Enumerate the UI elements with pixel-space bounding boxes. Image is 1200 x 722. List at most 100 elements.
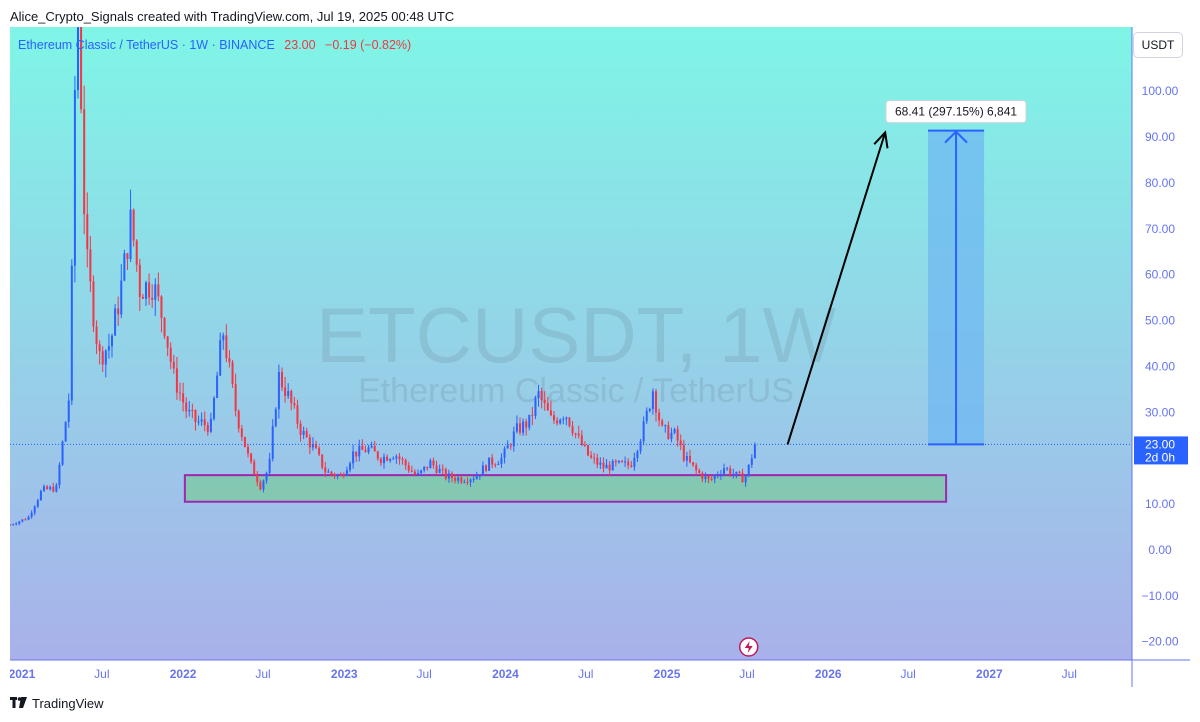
candle bbox=[10, 523, 12, 526]
candle bbox=[200, 412, 203, 426]
candle bbox=[645, 407, 648, 425]
candle bbox=[327, 468, 330, 473]
candle bbox=[308, 434, 311, 455]
candle bbox=[175, 356, 178, 400]
candle bbox=[27, 515, 30, 521]
candle bbox=[30, 510, 33, 519]
candle-body bbox=[543, 399, 546, 403]
candle bbox=[525, 418, 528, 436]
candle bbox=[274, 407, 277, 428]
candle-body bbox=[175, 368, 178, 393]
candle bbox=[695, 462, 698, 476]
candle bbox=[667, 421, 670, 440]
trend-arrow-line[interactable] bbox=[786, 132, 887, 445]
candle bbox=[435, 460, 438, 476]
currency-button[interactable]: USDT bbox=[1134, 33, 1182, 57]
time-tick-label: Jul bbox=[94, 667, 109, 681]
candle bbox=[228, 350, 231, 368]
candle bbox=[658, 408, 661, 427]
candle bbox=[463, 479, 466, 484]
candle-body bbox=[200, 419, 203, 422]
candle-body bbox=[345, 470, 348, 476]
candle-body bbox=[395, 456, 398, 459]
candle bbox=[262, 479, 265, 493]
candle-body bbox=[460, 477, 463, 483]
candle bbox=[722, 463, 726, 477]
candle-body bbox=[512, 431, 515, 447]
price-chart[interactable]: ETCUSDT, 1W Ethereum Classic / TetherUS … bbox=[10, 27, 1190, 687]
candle-body bbox=[503, 448, 506, 458]
candle-body bbox=[12, 524, 15, 526]
candle bbox=[379, 457, 382, 467]
time-tick-label: Jul bbox=[255, 667, 270, 681]
candle-body bbox=[92, 281, 95, 327]
candle-body bbox=[49, 486, 52, 490]
candle bbox=[178, 382, 182, 401]
candle-body bbox=[537, 391, 540, 399]
candle-body bbox=[562, 418, 565, 420]
time-tick-label: 2023 bbox=[331, 667, 358, 681]
candle-body bbox=[673, 429, 676, 433]
candle-body bbox=[599, 462, 602, 465]
candle bbox=[729, 465, 732, 477]
footer-branding[interactable]: TradingView bbox=[10, 695, 104, 711]
candle bbox=[466, 477, 469, 486]
candle bbox=[475, 471, 478, 480]
candle bbox=[209, 412, 212, 434]
candle bbox=[293, 396, 296, 409]
candle-body bbox=[676, 429, 679, 441]
candle-body bbox=[407, 465, 410, 471]
candle bbox=[676, 425, 679, 447]
candle bbox=[416, 469, 420, 476]
candle bbox=[753, 442, 756, 459]
candle bbox=[234, 373, 237, 417]
candle-body bbox=[46, 486, 49, 490]
candle-body bbox=[240, 428, 243, 437]
candle bbox=[83, 85, 86, 235]
candle-body bbox=[333, 473, 336, 477]
candle-body bbox=[222, 335, 225, 341]
candle-body bbox=[747, 464, 750, 476]
time-tick-label: Jul bbox=[578, 667, 593, 681]
last-price-countdown: 2d 0h bbox=[1145, 450, 1175, 464]
candle-body bbox=[311, 444, 314, 448]
candle-body bbox=[713, 475, 716, 479]
candle-body bbox=[80, 27, 83, 110]
candle-body bbox=[370, 445, 373, 448]
candle bbox=[522, 418, 525, 436]
time-tick-label: Jul bbox=[1062, 667, 1077, 681]
candle-body bbox=[178, 392, 182, 394]
candle-body bbox=[617, 460, 620, 463]
chart-frame[interactable]: ETCUSDT, 1W Ethereum Classic / TetherUS … bbox=[10, 27, 1190, 687]
candle bbox=[191, 403, 194, 419]
candle-body bbox=[216, 375, 219, 398]
candle bbox=[432, 457, 435, 469]
candle-body bbox=[744, 475, 747, 483]
candle-body bbox=[741, 472, 744, 483]
candle bbox=[126, 252, 129, 270]
candle-body bbox=[605, 464, 608, 469]
candle-body bbox=[58, 464, 61, 486]
price-tick-label: 80.00 bbox=[1145, 176, 1175, 190]
candle bbox=[512, 426, 515, 452]
candle bbox=[704, 472, 707, 483]
candle-body bbox=[339, 474, 342, 476]
candle bbox=[726, 466, 729, 471]
price-tick-label: 50.00 bbox=[1145, 314, 1175, 328]
candle-body bbox=[596, 458, 599, 465]
candle bbox=[46, 484, 49, 490]
candle bbox=[648, 407, 651, 413]
candle-body bbox=[379, 458, 382, 464]
candle bbox=[58, 462, 61, 489]
candle-body bbox=[611, 460, 614, 471]
candle-body bbox=[457, 477, 460, 481]
candle-body bbox=[481, 465, 484, 476]
support-zone-rect[interactable] bbox=[183, 474, 948, 503]
candle-body bbox=[98, 344, 101, 352]
candle bbox=[342, 472, 345, 479]
candle bbox=[141, 294, 144, 299]
candle bbox=[685, 451, 688, 467]
candle bbox=[429, 458, 432, 469]
candle-body bbox=[651, 391, 654, 409]
symbol-legend[interactable]: Ethereum Classic / TetherUS · 1W · BINAN… bbox=[18, 38, 411, 52]
